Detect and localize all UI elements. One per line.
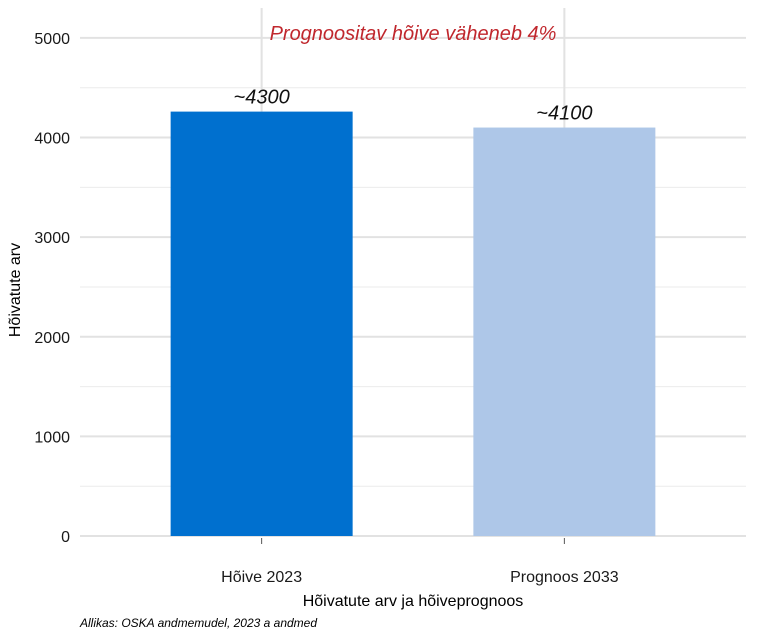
bar-2 [473, 127, 656, 536]
y-tick-label: 3000 [34, 230, 70, 247]
y-tick-label: 4000 [34, 131, 70, 148]
source-caption: Allikas: OSKA andmemudel, 2023 a andmed [80, 616, 318, 630]
data-label: ~4300 [234, 87, 290, 109]
y-axis-title: Hõivatute arv [7, 243, 24, 337]
y-tick-labels: 0 1000 2000 3000 4000 5000 [34, 31, 70, 546]
bars [170, 111, 656, 536]
x-ticks: Hõive 2023 Prognoos 2033 [221, 538, 619, 586]
bar-1 [170, 111, 353, 536]
y-tick-label: 1000 [34, 429, 70, 446]
y-tick-label: 5000 [34, 31, 70, 48]
y-tick-label: 0 [61, 529, 70, 546]
x-axis-title: Hõivatute arv ja hõiveprognoos [303, 593, 524, 610]
data-label: ~4100 [536, 103, 592, 125]
y-tick-label: 2000 [34, 330, 70, 347]
chart-annotation: Prognoositav hõive väheneb 4% [270, 23, 557, 45]
x-tick-label: Prognoos 2033 [510, 569, 619, 586]
x-tick-label: Hõive 2023 [221, 569, 302, 586]
data-labels: ~4300 ~4100 [234, 87, 593, 125]
